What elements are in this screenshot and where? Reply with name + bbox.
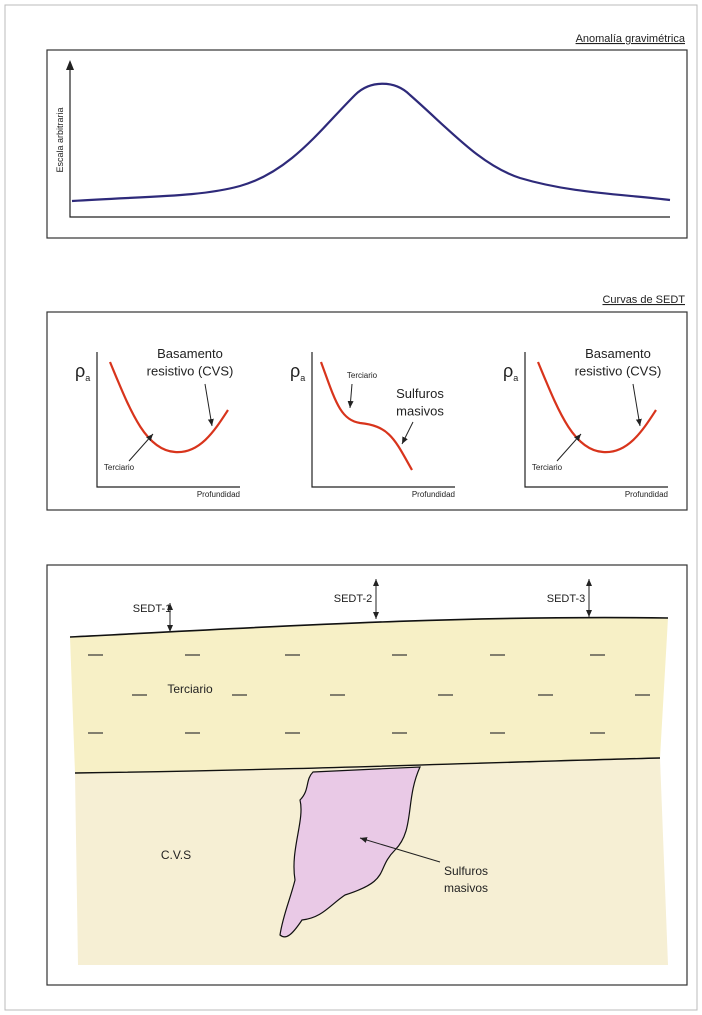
sounding-label: SEDT-1 (133, 603, 172, 615)
annotation: Terciario (532, 463, 563, 472)
axis-label: Escala arbitraria (55, 107, 65, 172)
page: Anomalía gravimétrica Escala arbitraria … (0, 0, 702, 1015)
x-axis-label: Profundidad (197, 490, 240, 499)
sounding-label: SEDT-2 (334, 593, 373, 605)
subscript: a (513, 373, 518, 383)
symbol: ρ (503, 361, 513, 381)
layer-label: Terciario (167, 682, 213, 696)
symbol: ρ (290, 361, 300, 381)
x-axis-label: Profundidad (412, 490, 455, 499)
x-axis-label: Profundidad (625, 490, 668, 499)
symbol: ρ (75, 361, 85, 381)
panel-title: Anomalía gravimétrica (576, 33, 686, 45)
panel-title: Curvas de SEDT (602, 294, 685, 306)
layer-label: C.V.S (161, 848, 191, 862)
panel (47, 312, 687, 510)
annotation: Sulfuros (396, 386, 444, 401)
panel (47, 50, 687, 238)
annotation: resistivo (CVS) (575, 364, 662, 379)
annotation: Terciario (104, 463, 135, 472)
subscript: a (300, 373, 305, 383)
body-label: masivos (444, 881, 488, 895)
annotation: Basamento (585, 346, 651, 361)
tertiary-layer (70, 618, 668, 773)
body-label: Sulfuros (444, 864, 488, 878)
sounding-label: SEDT-3 (547, 593, 586, 605)
annotation: Terciario (347, 371, 378, 380)
annotation: resistivo (CVS) (147, 364, 234, 379)
annotation: masivos (396, 404, 444, 419)
subscript: a (85, 373, 90, 383)
annotation: Basamento (157, 346, 223, 361)
